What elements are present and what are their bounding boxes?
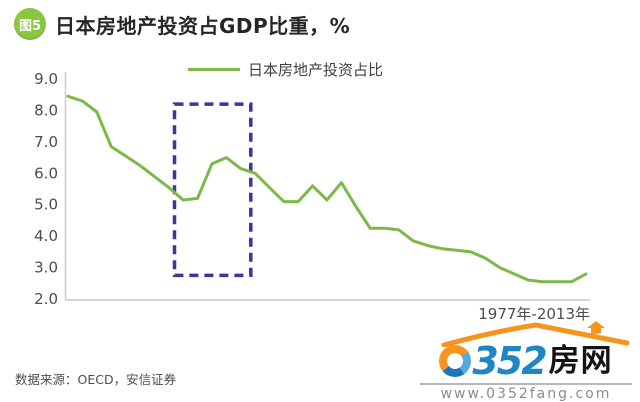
logo-zero-ring-icon <box>439 345 472 377</box>
series-line <box>66 94 588 284</box>
y-tick-label: 4.0 <box>34 227 58 245</box>
logo-suffix: 房网 <box>548 342 613 379</box>
y-tick-label: 2.0 <box>34 290 58 308</box>
y-tick-label: 6.0 <box>34 164 58 182</box>
y-tick-label: 5.0 <box>34 196 58 214</box>
highlight-box <box>172 102 253 278</box>
line-chart: 9.0 8.0 7.0 6.0 5.0 4.0 3.0 2.0 1977年-2013年 <box>34 70 590 323</box>
y-tick-label: 9.0 <box>34 70 58 88</box>
logo-digits: 352 <box>472 339 547 383</box>
roof-icon <box>441 321 630 347</box>
page-title: 日本房地产投资占GDP比重，% <box>55 13 351 38</box>
x-axis-label: 1977年-2013年 <box>478 305 590 323</box>
y-axis-labels: 9.0 8.0 7.0 6.0 5.0 4.0 3.0 2.0 <box>34 70 58 308</box>
y-tick-label: 3.0 <box>34 259 58 277</box>
y-tick-label: 7.0 <box>34 133 58 151</box>
logo-wordmark: 352 房网 <box>439 341 612 381</box>
y-tick-label: 8.0 <box>34 101 58 119</box>
chart-legend: 日本房地产投资占比 <box>188 59 383 80</box>
data-source-note: 数据来源：OECD，安信证券 <box>15 372 177 387</box>
legend-line-swatch <box>188 68 240 71</box>
legend-label: 日本房地产投资占比 <box>248 61 384 79</box>
logo-url: www.0352fang.com <box>420 383 632 402</box>
chart-header: 图5 日本房地产投资占GDP比重，% <box>14 8 350 40</box>
figure-number-badge: 图5 <box>14 8 46 40</box>
site-watermark-logo: 352 房网 www.0352fang.com <box>420 321 632 402</box>
